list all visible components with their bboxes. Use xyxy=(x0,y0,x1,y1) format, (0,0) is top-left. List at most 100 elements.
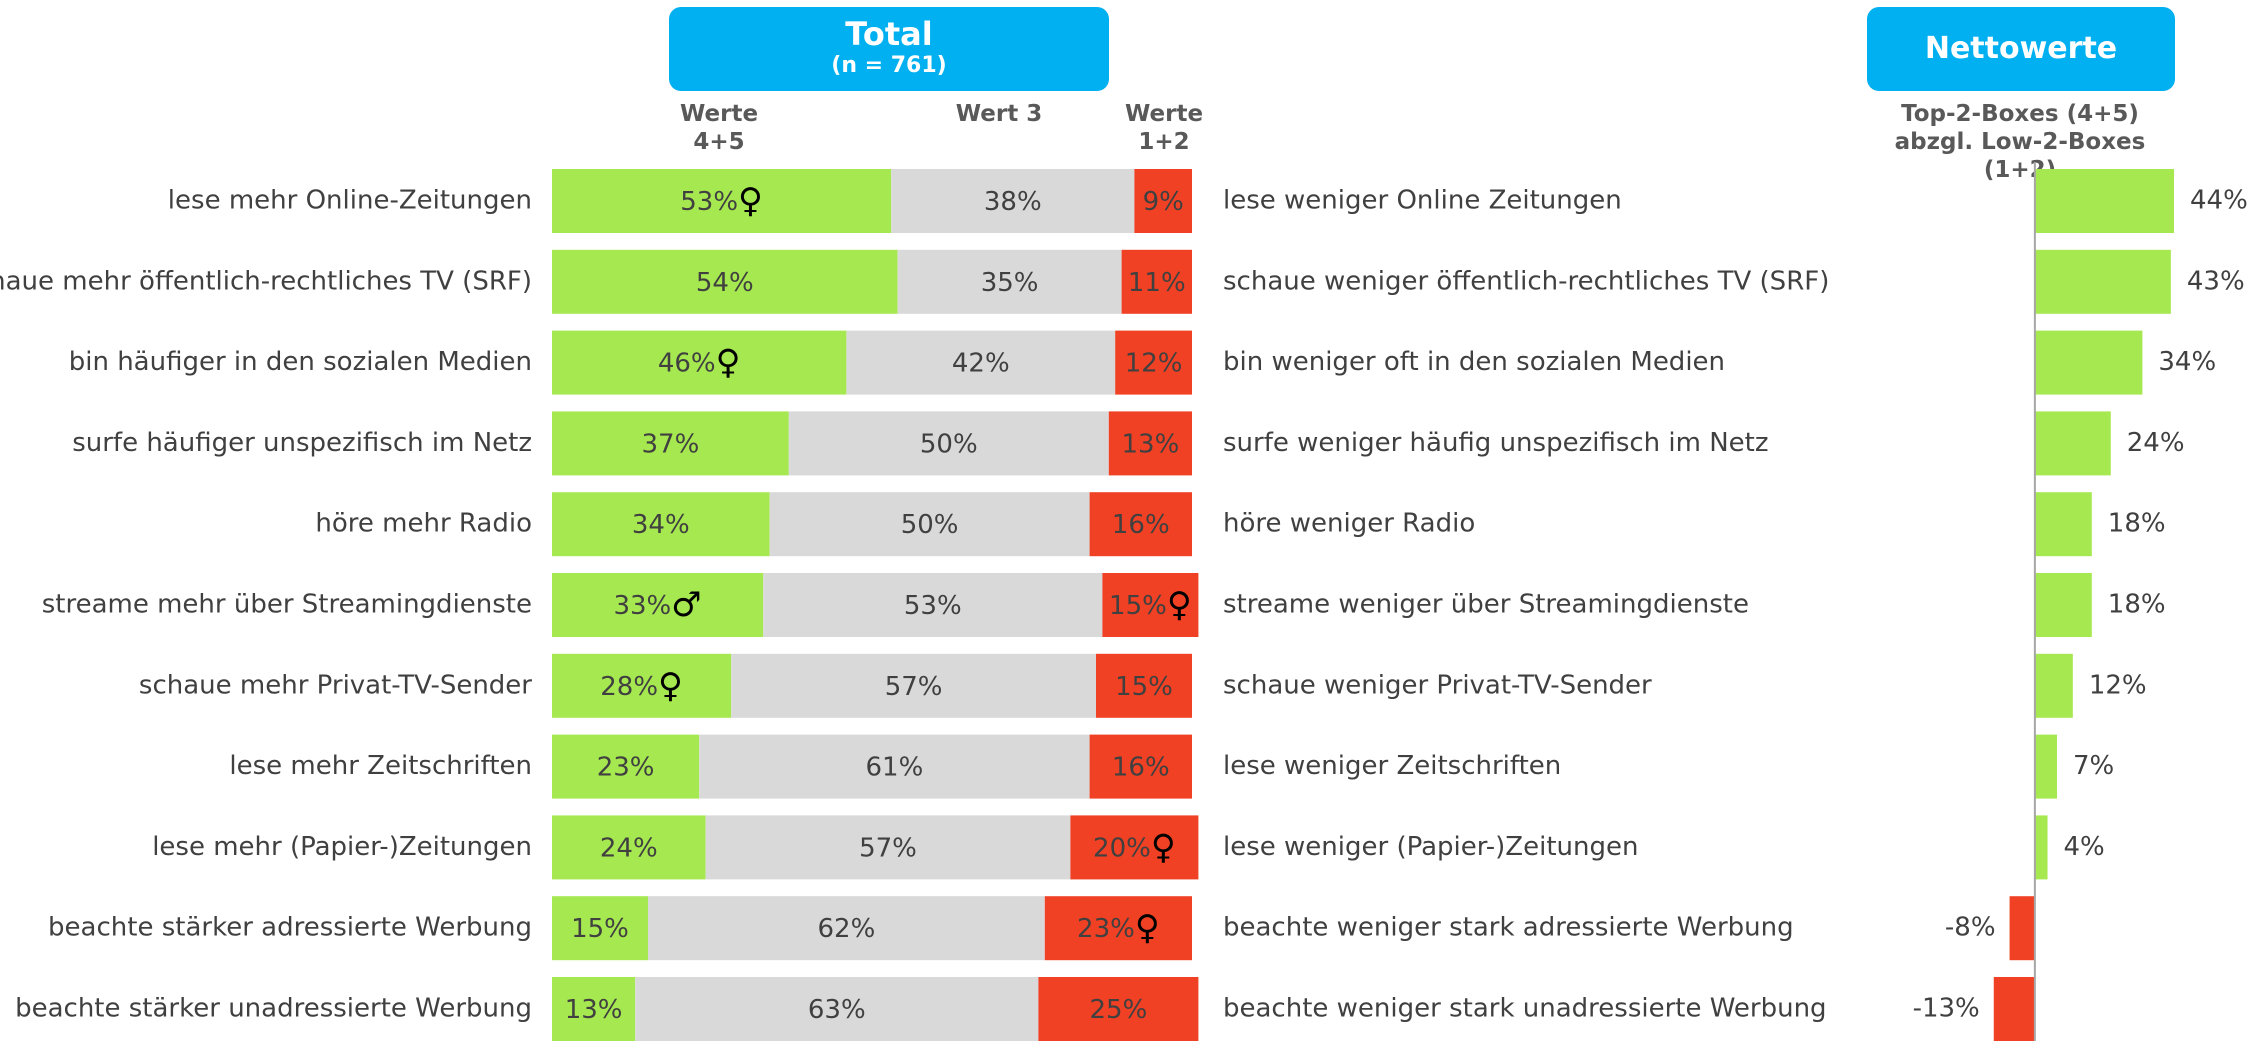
bar xyxy=(2034,573,2092,637)
value-label: 43% xyxy=(2187,266,2245,296)
bar-segment xyxy=(769,492,1090,557)
value-text: 34% xyxy=(632,510,690,540)
gender-symbol: ♀ xyxy=(658,665,683,705)
value-text: 23% xyxy=(597,752,655,782)
bar-segment xyxy=(552,734,700,799)
bar-segment xyxy=(552,249,898,314)
value-text: 20% xyxy=(1093,833,1151,863)
value-text: 57% xyxy=(885,671,943,701)
bar xyxy=(1993,977,2035,1041)
value-label: 23%♀ xyxy=(1077,908,1160,948)
column-header: Werte 4+5 xyxy=(679,101,759,155)
value-label: 12% xyxy=(2089,670,2147,700)
gender-symbol: ♀ xyxy=(1135,908,1160,948)
bar xyxy=(2034,734,2058,799)
value-text: 9% xyxy=(1143,187,1184,217)
bar-segment xyxy=(1089,734,1192,799)
category-label: surfe häufiger unspezifisch im Netz xyxy=(72,428,532,458)
value-text: 53% xyxy=(904,591,962,621)
bar-segment xyxy=(1096,653,1192,718)
value-label: 54% xyxy=(696,267,754,297)
value-label: 57% xyxy=(859,833,917,863)
opposite-category-label: schaue weniger öffentlich-rechtliches TV… xyxy=(1223,266,1829,296)
bar-segment xyxy=(1044,896,1192,961)
value-text: 50% xyxy=(920,429,978,459)
value-label: 50% xyxy=(901,510,959,540)
value-label: 37% xyxy=(642,429,700,459)
category-label: bin häufiger in den sozialen Medien xyxy=(69,347,532,377)
category-label: lese mehr Zeitschriften xyxy=(229,751,532,781)
bar-segment xyxy=(763,573,1103,637)
category-label: lese mehr Online-Zeitungen xyxy=(168,186,532,216)
bar-segment xyxy=(1108,411,1192,476)
bar-segment xyxy=(1089,492,1192,557)
value-text: 12% xyxy=(1125,348,1183,378)
gender-symbol: ♀ xyxy=(738,181,763,221)
value-text: 15% xyxy=(571,914,629,944)
value-text: 13% xyxy=(1122,429,1180,459)
value-label: 28%♀ xyxy=(600,665,683,705)
value-label: 18% xyxy=(2108,509,2166,539)
value-label: 18% xyxy=(2108,590,2166,620)
value-text: 15% xyxy=(1115,671,1173,701)
value-text: 16% xyxy=(1112,752,1170,782)
bar-segment xyxy=(648,896,1045,961)
value-text: 38% xyxy=(984,187,1042,217)
category-label: höre mehr Radio xyxy=(315,509,532,539)
bar-segment xyxy=(1134,169,1192,233)
value-text: 62% xyxy=(818,914,876,944)
bar-segment xyxy=(897,249,1122,314)
total-header: Total (n = 761) xyxy=(669,7,1109,91)
value-text: 46% xyxy=(658,348,716,378)
value-text: 23% xyxy=(1077,914,1135,944)
value-text: 54% xyxy=(696,267,754,297)
value-label: 34% xyxy=(2158,347,2216,377)
value-label: 38% xyxy=(984,187,1042,217)
column-header: Wert 3 xyxy=(955,101,1043,127)
value-text: 53% xyxy=(680,187,738,217)
value-text: 63% xyxy=(808,995,866,1025)
value-label: 16% xyxy=(1112,752,1170,782)
value-label: 61% xyxy=(866,752,924,782)
value-label: 7% xyxy=(2073,751,2114,781)
bar-segment xyxy=(1115,330,1192,395)
value-text: 33% xyxy=(613,591,671,621)
category-label: schaue mehr öffentlich-rechtliches TV (S… xyxy=(0,266,532,296)
bar-segment xyxy=(891,169,1135,233)
value-text: 25% xyxy=(1090,995,1148,1025)
opposite-category-label: beachte weniger stark unadressierte Werb… xyxy=(1223,994,1827,1024)
gender-symbol: ♀ xyxy=(1151,827,1176,867)
value-label: 13% xyxy=(565,995,623,1025)
value-text: 50% xyxy=(901,510,959,540)
column-header: Werte 1+2 xyxy=(1124,101,1204,155)
opposite-category-label: schaue weniger Privat-TV-Sender xyxy=(1223,670,1652,700)
value-label: 53%♀ xyxy=(680,181,763,221)
bar-segment xyxy=(1121,249,1192,314)
gender-symbol: ♂ xyxy=(671,585,701,625)
value-label: 9% xyxy=(1143,187,1184,217)
bar xyxy=(2034,411,2111,476)
bar-segment xyxy=(731,653,1096,718)
opposite-category-label: surfe weniger häufig unspezifisch im Net… xyxy=(1223,428,1769,458)
net-header: Nettowerte xyxy=(1867,7,2175,91)
bar-segment xyxy=(1102,573,1199,637)
value-label: 46%♀ xyxy=(658,342,741,382)
category-label: streame mehr über Streamingdienste xyxy=(42,590,532,620)
value-text: 24% xyxy=(600,833,658,863)
value-text: 37% xyxy=(642,429,700,459)
bar-segment xyxy=(552,330,847,395)
value-label: 24% xyxy=(600,833,658,863)
value-text: 13% xyxy=(565,995,623,1025)
bar-segment xyxy=(552,977,636,1041)
bar-segment xyxy=(552,411,789,476)
bar-segment xyxy=(705,815,1071,880)
value-label: 57% xyxy=(885,671,943,701)
bar-segment xyxy=(1070,815,1199,880)
opposite-category-label: streame weniger über Streamingdienste xyxy=(1223,590,1749,620)
value-label: 4% xyxy=(2064,832,2105,862)
value-text: 16% xyxy=(1112,510,1170,540)
bar-segment xyxy=(552,815,706,880)
opposite-category-label: bin weniger oft in den sozialen Medien xyxy=(1223,347,1725,377)
